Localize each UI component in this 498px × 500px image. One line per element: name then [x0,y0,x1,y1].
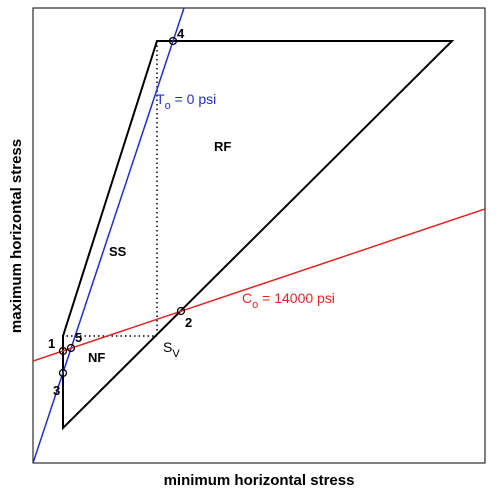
region-rf-label: RF [214,139,231,154]
stress-polygon [62,40,455,431]
to-line-label: To = 0 psi [156,91,216,112]
region-nf-label: NF [88,350,105,365]
point-1-marker [58,346,68,356]
point-2-marker [176,306,186,316]
point-4-marker [168,36,178,46]
point-5-marker [66,343,76,353]
point-1-label: 1 [48,336,55,351]
point-4-label: 4 [177,26,185,41]
point-5-label: 5 [75,330,82,345]
y-axis-label: maximum horizontal stress [8,139,25,333]
co-14000-line [33,208,485,362]
sv-label: SV [163,339,180,360]
to-zero-line [33,8,185,463]
point-3-label: 3 [53,383,60,398]
point-3-marker [58,368,68,378]
plot-frame [32,7,486,464]
region-ss-label: SS [109,244,127,259]
x-axis-label: minimum horizontal stress [164,472,355,489]
point-2-label: 2 [185,315,192,330]
co-line-label: Co = 14000 psi [242,290,335,311]
